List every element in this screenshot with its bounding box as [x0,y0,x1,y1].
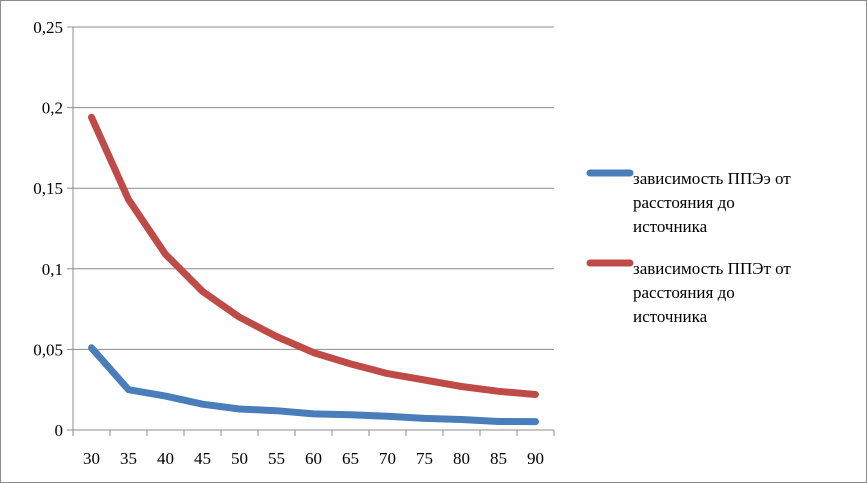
legend-label-1: расстояния до [633,193,735,212]
x-tick-label: 60 [305,449,322,468]
legend-label-2: источника [633,307,708,326]
data-point [91,116,92,118]
axes [67,26,555,436]
data-point [350,414,351,416]
data-point [165,253,166,255]
x-tick-label: 65 [342,449,359,468]
data-point [498,420,499,422]
data-point [313,413,314,415]
data-point [387,415,388,417]
x-tick-labels: 30 35 40 45 50 55 60 65 70 75 80 85 90 [83,449,544,468]
data-point [91,347,92,349]
data-point [165,395,166,397]
y-tick-label: 0,1 [42,260,63,279]
data-point [424,379,425,381]
y-tick-label: 0 [55,421,64,440]
x-tick-label: 55 [268,449,285,468]
x-tick-label: 35 [120,449,137,468]
x-tick-label: 30 [83,449,100,468]
data-point [202,403,203,405]
x-tick-label: 70 [379,449,396,468]
data-point [128,389,129,391]
x-tick-label: 50 [231,449,248,468]
data-point [239,316,240,318]
y-tick-labels: 0 0,05 0,1 0,15 0,2 0,25 [33,18,63,440]
data-point [276,336,277,338]
series-lines [88,113,539,426]
y-tick-label: 0,05 [33,340,63,359]
x-tick-label: 85 [490,449,507,468]
x-tick-label: 40 [157,449,174,468]
legend-label-1: зависимость ППЭэ от [633,169,791,188]
x-tick-label: 90 [527,449,544,468]
data-point [350,363,351,365]
y-tick-label: 0,15 [33,179,63,198]
data-point [239,408,240,410]
data-point [461,419,462,421]
legend-label-1: источника [633,217,708,236]
legend-label-2: расстояния до [633,283,735,302]
y-tick-label: 0,25 [33,18,63,37]
x-tick-label: 80 [453,449,470,468]
x-tick-label: 75 [416,449,433,468]
data-point [276,410,277,412]
data-point [535,394,536,396]
data-point [424,417,425,419]
data-point [461,385,462,387]
legend-label-2: зависимость ППЭт от [633,259,791,278]
data-point [313,352,314,354]
data-point [202,290,203,292]
legend: зависимость ППЭэ от расстояния до источник… [586,169,791,326]
data-point [128,198,129,200]
data-point [498,390,499,392]
data-point [387,373,388,375]
x-tick-label: 45 [194,449,211,468]
data-point [535,421,536,423]
grid-lines [73,26,554,350]
y-tick-label: 0,2 [42,99,63,118]
